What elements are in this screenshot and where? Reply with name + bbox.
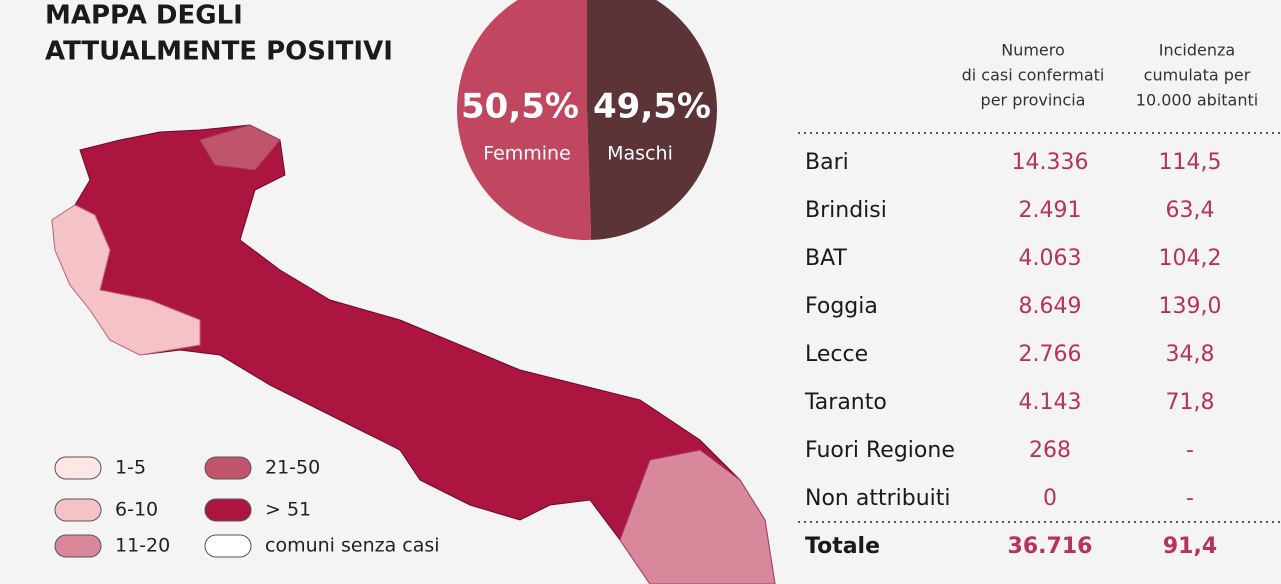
pie-slice (587, 0, 717, 240)
pie-chart: 50,5% Femmine 49,5% Maschi (457, 0, 717, 240)
cell: 104,2 (1159, 246, 1222, 271)
row-name: Taranto (804, 390, 887, 415)
total-cell: 91,4 (1163, 534, 1217, 559)
cell: 139,0 (1159, 294, 1222, 319)
cell: 4.063 (1019, 246, 1082, 271)
map-area-light (51, 204, 201, 356)
legend-label: comuni senza casi (265, 535, 440, 557)
cell: 0 (1043, 486, 1057, 511)
legend-swatch (204, 456, 252, 480)
legend-swatch (54, 534, 102, 558)
row-name: Fuori Regione (805, 438, 955, 463)
cell: 2.766 (1019, 342, 1082, 367)
legend: 1-5 6-10 11-20 21-50 > 51 comuni senza casi (54, 456, 440, 558)
pie-value-label: 50,5% (461, 87, 579, 127)
cell: 34,8 (1166, 342, 1215, 367)
column-header: 10.000 abitanti (1136, 91, 1258, 110)
cell: 8.649 (1019, 294, 1082, 319)
title-line: MAPPA DEGLI (45, 1, 243, 31)
legend-label: 11-20 (115, 535, 170, 557)
cell: - (1186, 438, 1194, 463)
legend-label: 1-5 (115, 457, 146, 479)
pie-slice (457, 0, 592, 240)
cell: 4.143 (1019, 390, 1082, 415)
row-name: BAT (805, 246, 847, 271)
map-area-mid (199, 124, 281, 171)
column-header: per provincia (981, 91, 1086, 110)
cell: - (1186, 486, 1194, 511)
cell: 268 (1029, 438, 1071, 463)
cell: 114,5 (1159, 150, 1222, 175)
pie-name-label: Maschi (607, 143, 673, 165)
legend-swatch (204, 498, 252, 522)
row-name: Lecce (805, 342, 868, 367)
table: Numero di casi confermati per provincia Inc… (798, 41, 1281, 559)
total-name: Totale (805, 534, 880, 559)
cell: 2.491 (1019, 198, 1082, 223)
total-cell: 36.716 (1008, 534, 1093, 559)
legend-label: > 51 (265, 499, 311, 521)
pie-name-label: Femmine (483, 143, 571, 165)
column-header: Numero (1001, 41, 1065, 60)
legend-swatch (54, 498, 102, 522)
cell: 14.336 (1012, 150, 1089, 175)
column-header: cumulata per (1144, 66, 1251, 85)
column-header: Incidenza (1159, 41, 1235, 60)
map-area-mid (619, 449, 776, 584)
row-name: Bari (805, 150, 849, 175)
cell: 71,8 (1166, 390, 1215, 415)
column-header: di casi confermati (962, 66, 1105, 85)
row-name: Brindisi (805, 198, 887, 223)
legend-label: 21-50 (265, 457, 320, 479)
row-name: Non attribuiti (805, 486, 951, 511)
cell: 63,4 (1166, 198, 1215, 223)
legend-label: 6-10 (115, 499, 158, 521)
pie-value-label: 49,5% (593, 87, 711, 127)
row-name: Foggia (805, 294, 878, 319)
legend-swatch (204, 534, 252, 558)
legend-swatch (54, 456, 102, 480)
title-line: ATTUALMENTE POSITIVI (45, 37, 393, 67)
